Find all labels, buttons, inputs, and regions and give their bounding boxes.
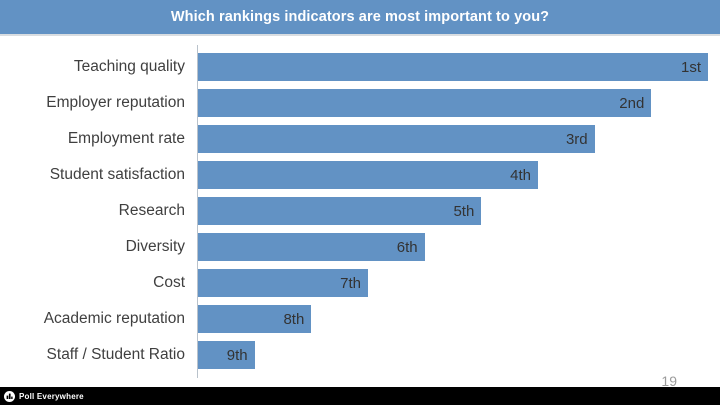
- category-label: Research: [118, 202, 185, 219]
- bar: 7th: [198, 269, 368, 297]
- bar-track: 3rd: [198, 125, 708, 153]
- rank-label: 1st: [680, 58, 701, 76]
- bar-track: 6th: [198, 233, 708, 261]
- bar: 6th: [198, 233, 425, 261]
- bar-track: 8th: [198, 305, 708, 333]
- category-label: Teaching quality: [73, 58, 185, 75]
- slide-header: Which rankings indicators are most impor…: [0, 0, 720, 36]
- bar-row: Student satisfaction 4th: [0, 157, 720, 193]
- bar-row: Employment rate 3rd: [0, 121, 720, 157]
- bar: 8th: [198, 305, 312, 333]
- bar: 5th: [198, 197, 482, 225]
- category-label: Employer reputation: [46, 94, 185, 111]
- category-label: Academic reputation: [43, 310, 185, 327]
- rank-label: 5th: [453, 202, 475, 220]
- bar-row: Diversity 6th: [0, 229, 720, 265]
- category-label: Diversity: [125, 238, 185, 255]
- category-label: Cost: [153, 274, 185, 291]
- rank-label: 6th: [396, 238, 418, 256]
- category-label: Student satisfaction: [49, 166, 185, 183]
- bar: 9th: [198, 341, 255, 369]
- bar-track: 9th: [198, 341, 708, 369]
- rank-label: 8th: [283, 310, 305, 328]
- page-number: 19: [661, 373, 677, 389]
- rank-label: 3rd: [565, 130, 588, 148]
- y-axis-line: [197, 45, 198, 378]
- bar-row: Academic reputation 8th: [0, 301, 720, 337]
- rank-label: 7th: [340, 274, 361, 292]
- rank-label: 9th: [226, 346, 248, 364]
- bar-row: Employer reputation 2nd: [0, 85, 720, 121]
- bar-row: Staff / Student Ratio 9th: [0, 337, 720, 373]
- bar-rows: Teaching quality 1st Employer reputation…: [0, 36, 720, 373]
- bar: 2nd: [198, 89, 652, 117]
- bar-track: 7th: [198, 269, 708, 297]
- rank-label: 4th: [510, 166, 531, 184]
- category-label: Employment rate: [67, 130, 185, 147]
- bar-track: 5th: [198, 197, 708, 225]
- bar-track: 1st: [198, 53, 708, 81]
- footer-brand-label: Poll Everywhere: [19, 391, 84, 401]
- bar-chart: Teaching quality 1st Employer reputation…: [0, 36, 720, 378]
- bar: 3rd: [198, 125, 595, 153]
- bar: 1st: [198, 53, 708, 81]
- bar-track: 2nd: [198, 89, 708, 117]
- bar-track: 4th: [198, 161, 708, 189]
- bar: 4th: [198, 161, 538, 189]
- poll-everywhere-logo-icon: [4, 390, 15, 402]
- category-label: Staff / Student Ratio: [46, 346, 185, 363]
- bar-row: Cost 7th: [0, 265, 720, 301]
- footer-bar: Poll Everywhere: [0, 387, 720, 405]
- bar-row: Research 5th: [0, 193, 720, 229]
- rank-label: 2nd: [619, 94, 645, 112]
- bar-row: Teaching quality 1st: [0, 49, 720, 85]
- chart-title: Which rankings indicators are most impor…: [170, 9, 550, 25]
